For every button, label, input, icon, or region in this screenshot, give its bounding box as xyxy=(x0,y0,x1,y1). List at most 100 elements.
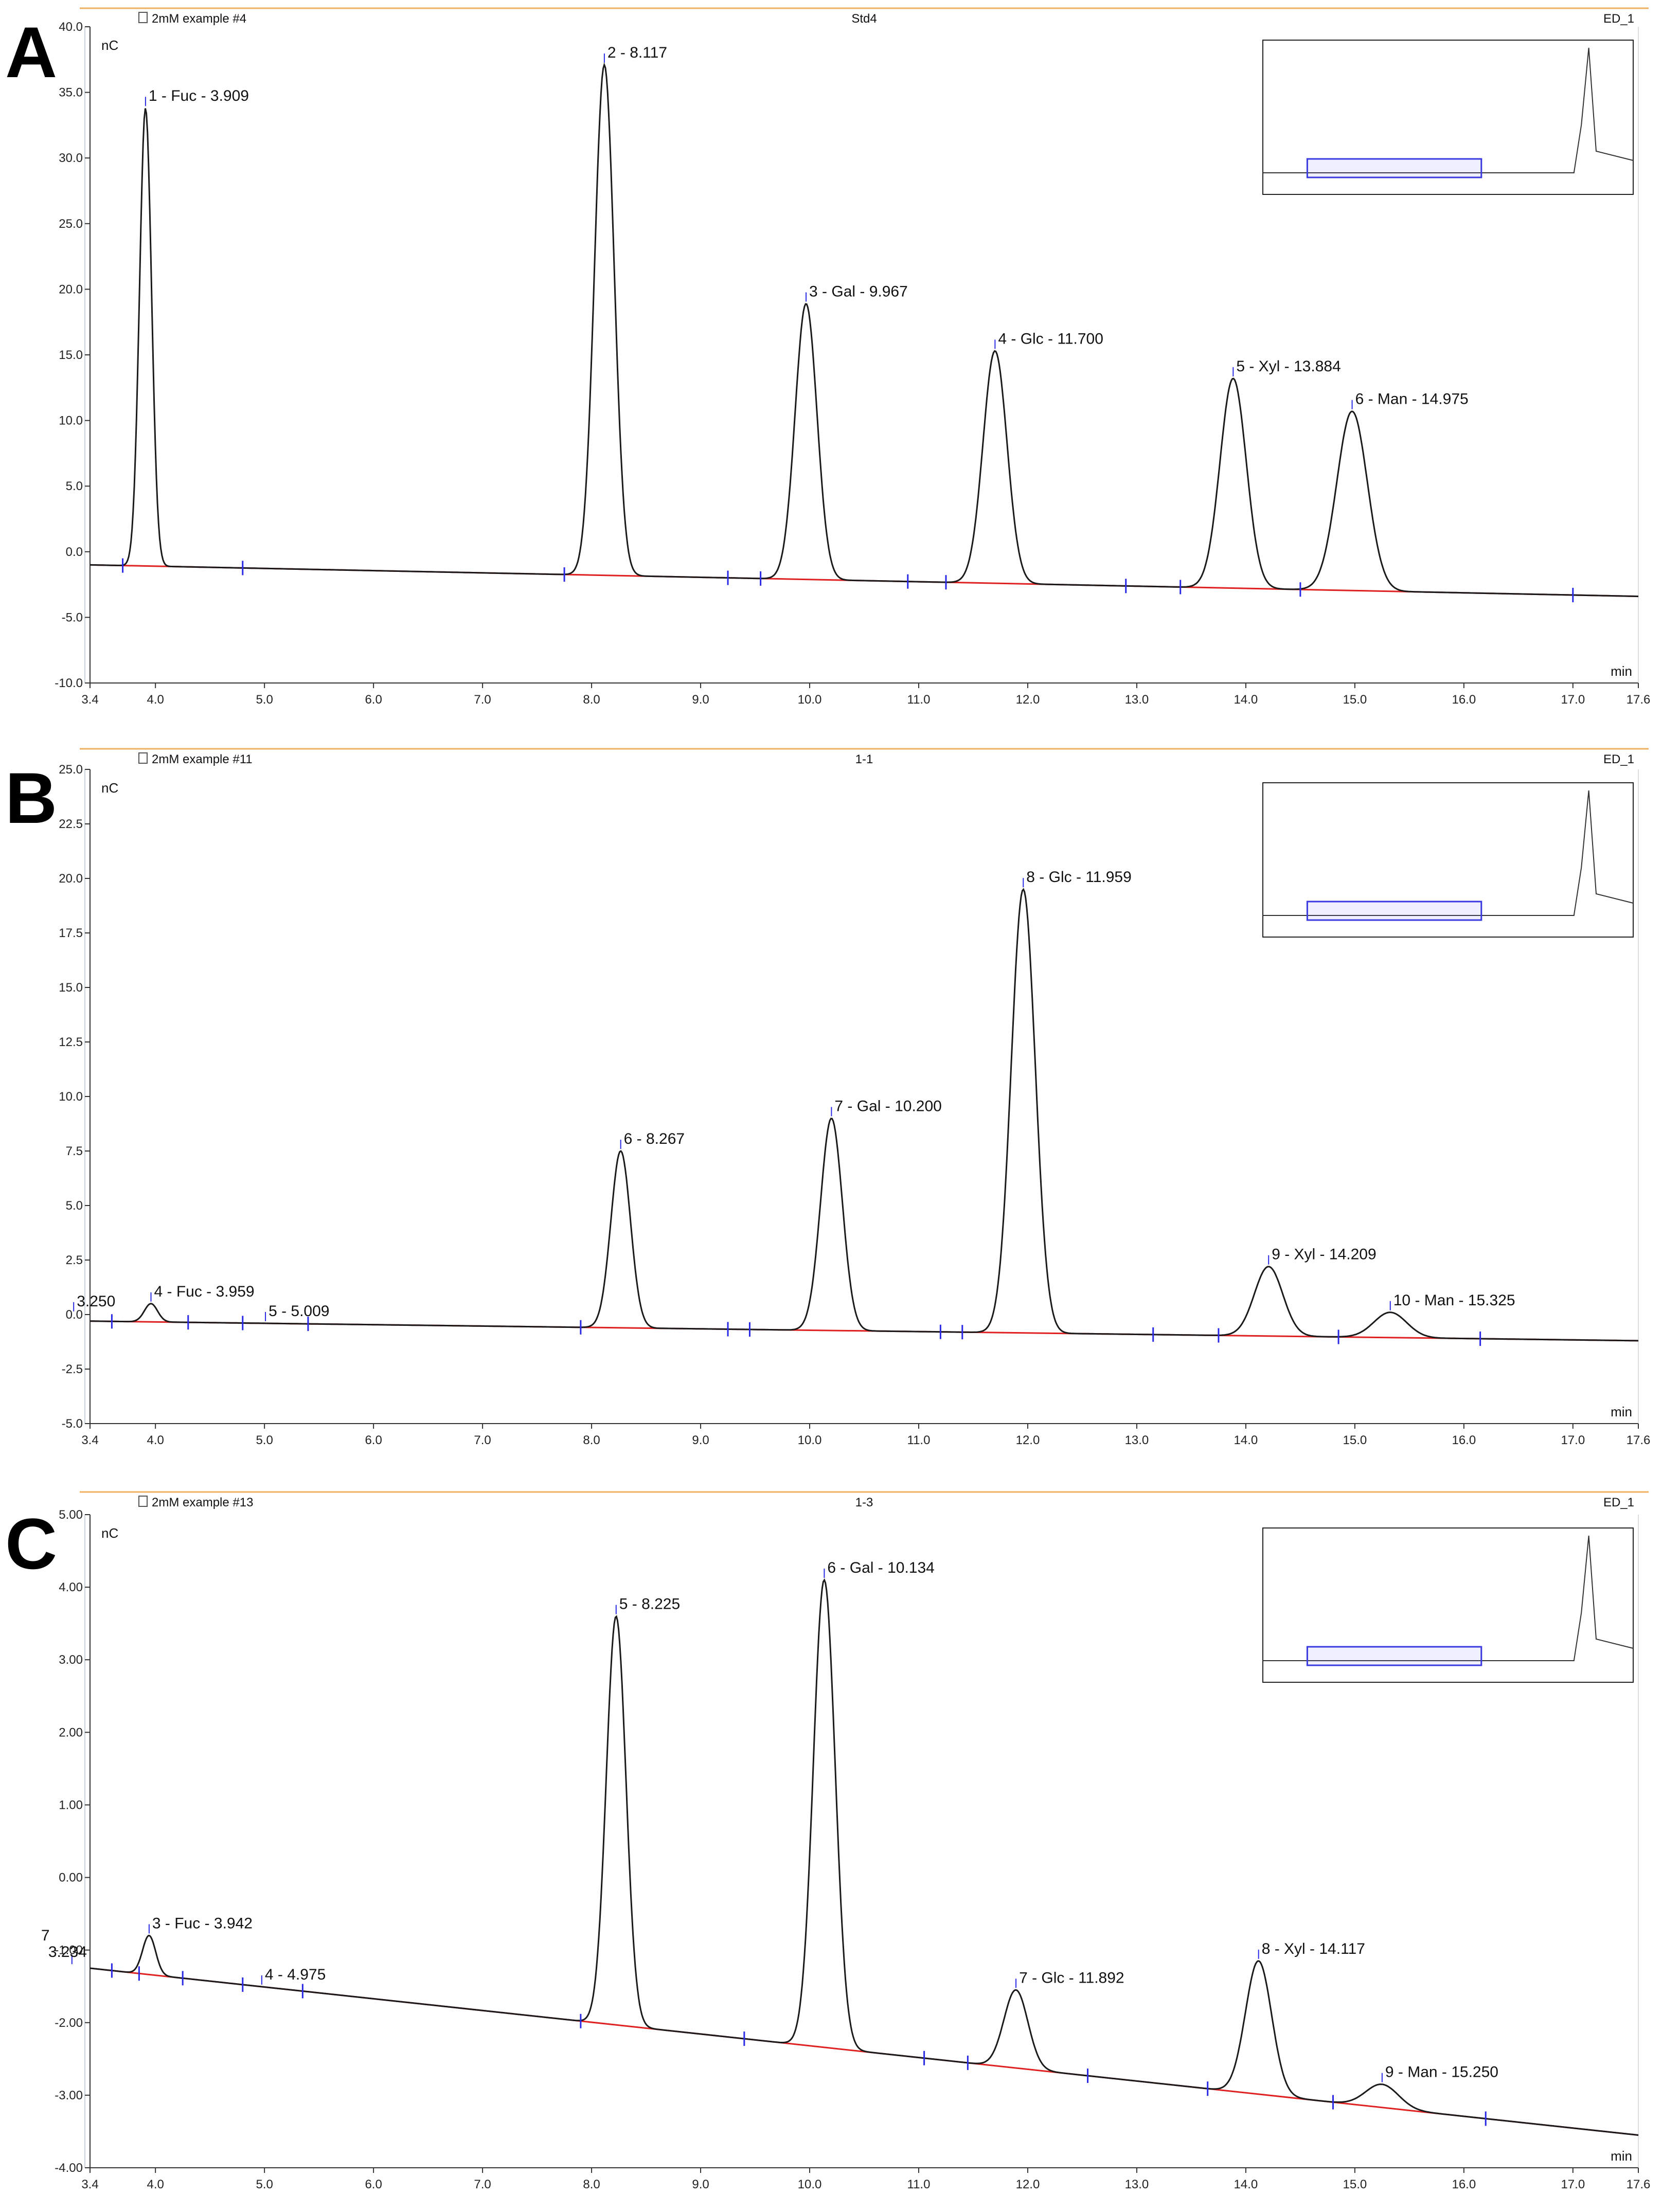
x-tick-label: 14.0 xyxy=(1234,2178,1258,2191)
peak-label: 4 - Fuc - 3.959 xyxy=(154,1283,254,1300)
x-unit-label: min xyxy=(1611,663,1632,679)
x-tick-label: 17.6 xyxy=(1627,693,1651,707)
x-tick-label: 6.0 xyxy=(365,1433,382,1447)
header-center-title: Std4 xyxy=(851,12,877,26)
inset-zoom-window[interactable] xyxy=(1306,158,1482,178)
x-tick-label: 4.0 xyxy=(147,2178,164,2191)
y-tick-label: 0.0 xyxy=(66,545,83,559)
peak-label: 8 - Xyl - 14.117 xyxy=(1262,1940,1365,1957)
chromatogram-trace xyxy=(90,62,1639,598)
y-tick-label: 15.0 xyxy=(59,348,83,362)
x-tick-label: 12.0 xyxy=(1016,693,1040,707)
panel-letter: C xyxy=(5,1503,57,1584)
x-tick-label: 16.0 xyxy=(1452,693,1476,707)
panel-letter: B xyxy=(5,758,57,838)
x-tick-label: 17.6 xyxy=(1627,2178,1651,2191)
x-tick-label: 14.0 xyxy=(1234,693,1258,707)
y-unit-label: nC xyxy=(101,780,118,796)
x-tick-label: 17.6 xyxy=(1627,1433,1651,1447)
chromatogram-trace xyxy=(90,1578,1639,2136)
x-tick-label: 4.0 xyxy=(147,1433,164,1447)
panel-letter: A xyxy=(5,12,57,93)
y-tick-label: -4.00 xyxy=(55,2161,83,2175)
y-tick-label: -5.0 xyxy=(62,610,83,624)
x-tick-label: 17.0 xyxy=(1561,2178,1585,2191)
y-unit-label: nC xyxy=(101,1525,118,1541)
peak-label: 5 - Xyl - 13.884 xyxy=(1236,358,1341,375)
peak-label: 10 - Man - 15.325 xyxy=(1393,1292,1515,1309)
x-tick-label: 16.0 xyxy=(1452,2178,1476,2191)
y-tick-label: 10.0 xyxy=(59,1090,83,1104)
header-right-title: ED_1 xyxy=(1603,1496,1634,1509)
peak-label: 3 - Gal - 9.967 xyxy=(809,283,908,300)
x-tick-label: 5.0 xyxy=(256,2178,273,2191)
x-tick-label: 13.0 xyxy=(1125,693,1149,707)
y-tick-label: 10.0 xyxy=(59,414,83,428)
chromatogram-trace xyxy=(90,888,1638,1342)
x-tick-label: 8.0 xyxy=(583,693,600,707)
inset-trace xyxy=(1263,1535,1634,1661)
x-tick-label: 9.0 xyxy=(692,693,709,707)
y-tick-label: 7.5 xyxy=(66,1144,83,1158)
x-tick-label: 11.0 xyxy=(907,693,931,707)
x-tick-label: 7.0 xyxy=(474,2178,491,2191)
x-tick-label: 10.0 xyxy=(798,693,822,707)
y-tick-label: 2.00 xyxy=(59,1725,83,1739)
overview-inset xyxy=(1262,40,1634,195)
x-tick-label: 15.0 xyxy=(1343,693,1367,707)
overview-inset xyxy=(1262,1527,1634,1683)
x-tick-label: 3.4 xyxy=(81,693,98,707)
x-tick-label: 10.0 xyxy=(798,1433,822,1447)
x-tick-label: 11.0 xyxy=(907,2178,931,2191)
peak-label: 1 - Fuc - 3.909 xyxy=(149,87,249,104)
y-tick-label: 30.0 xyxy=(59,151,83,165)
header-center-title: 1-3 xyxy=(855,1496,873,1509)
peak-label: 9 - Man - 15.250 xyxy=(1385,2064,1498,2081)
y-tick-label: 3.00 xyxy=(59,1653,83,1667)
inset-zoom-window[interactable] xyxy=(1306,901,1482,921)
peak-label: 7 - Glc - 11.892 xyxy=(1019,1969,1124,1986)
x-tick-label: 6.0 xyxy=(365,693,382,707)
x-tick-label: 9.0 xyxy=(692,2178,709,2191)
x-tick-label: 12.0 xyxy=(1016,1433,1040,1447)
y-tick-label: 5.0 xyxy=(66,1199,83,1213)
peak-label: 9 - Xyl - 14.209 xyxy=(1272,1246,1376,1263)
x-tick-label: 10.0 xyxy=(798,2178,822,2191)
inset-trace xyxy=(1263,47,1634,173)
peak-label: 3 - Fuc - 3.942 xyxy=(152,1915,253,1932)
peak-label: 4 - 4.975 xyxy=(265,1966,326,1983)
y-tick-label: 40.0 xyxy=(59,20,83,34)
y-tick-label: -1.00 xyxy=(55,1944,83,1957)
x-tick-label: 4.0 xyxy=(147,693,164,707)
x-tick-label: 12.0 xyxy=(1016,2178,1040,2191)
y-tick-label: 20.0 xyxy=(59,872,83,886)
x-tick-label: 11.0 xyxy=(907,1433,931,1447)
peak-label: 6 - Man - 14.975 xyxy=(1355,391,1469,408)
y-tick-label: 4.00 xyxy=(59,1580,83,1594)
peak-label: 7 3.234 xyxy=(41,1927,87,1961)
peak-label: 6 - 8.267 xyxy=(624,1130,685,1147)
y-tick-label: 25.0 xyxy=(59,217,83,231)
y-tick-label: 35.0 xyxy=(59,86,83,100)
x-tick-label: 13.0 xyxy=(1125,2178,1149,2191)
y-tick-label: 0.00 xyxy=(59,1871,83,1885)
y-tick-label: 22.5 xyxy=(59,817,83,831)
overview-inset xyxy=(1262,782,1634,938)
header-left-title: 2mM example #13 xyxy=(152,1496,253,1509)
inset-frame xyxy=(1262,40,1634,195)
peak-label: 4 - Glc - 11.700 xyxy=(998,330,1103,347)
y-tick-label: 20.0 xyxy=(59,282,83,296)
peak-label: 6 - Gal - 10.134 xyxy=(827,1559,934,1576)
x-tick-label: 5.0 xyxy=(256,693,273,707)
panel-c: C 2mM example #13 1-3 ED_1 -4.00 -3.00 -2.00 -1… xyxy=(5,1491,1651,2191)
header-left-title: 2mM example #11 xyxy=(152,752,253,766)
inset-zoom-window[interactable] xyxy=(1306,1646,1482,1666)
x-tick-label: 3.4 xyxy=(81,1433,98,1447)
y-tick-label: 12.5 xyxy=(59,1035,83,1049)
peak-label: 2 - 8.117 xyxy=(607,44,667,61)
y-tick-label: 2.5 xyxy=(66,1253,83,1267)
x-tick-label: 7.0 xyxy=(474,1433,491,1447)
inset-trace xyxy=(1263,790,1634,916)
y-tick-label: -2.00 xyxy=(55,2016,83,2030)
